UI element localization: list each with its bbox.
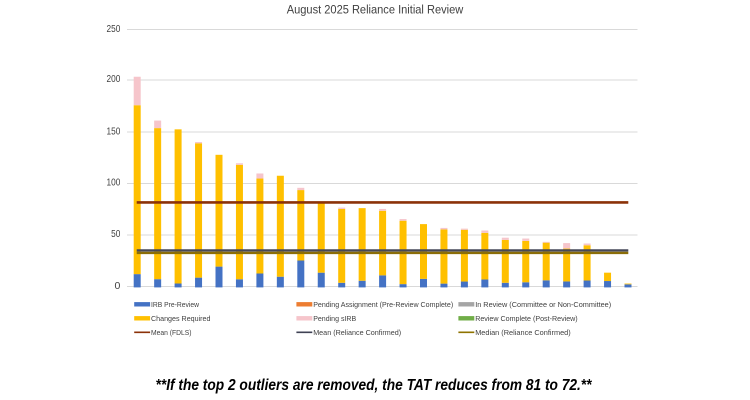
- svg-text:IRB Pre-Review: IRB Pre-Review: [151, 300, 200, 309]
- svg-text:100: 100: [107, 177, 121, 189]
- svg-text:50: 50: [111, 228, 120, 240]
- svg-text:Mean (Reliance Confirmed): Mean (Reliance Confirmed): [313, 328, 401, 337]
- svg-text:Median (Reliance Confirmed): Median (Reliance Confirmed): [475, 328, 571, 337]
- svg-text:Changes Required: Changes Required: [151, 314, 211, 323]
- svg-text:August 2025 Reliance Initial R: August 2025 Reliance Initial Review: [287, 3, 464, 17]
- svg-text:Pending Assignment (Pre-Review: Pending Assignment (Pre-Review Complete): [313, 300, 453, 309]
- svg-text:250: 250: [107, 23, 121, 35]
- svg-text:0: 0: [114, 280, 120, 292]
- svg-text:Mean (FDLS): Mean (FDLS): [151, 328, 192, 337]
- svg-text:Pending sIRB: Pending sIRB: [313, 314, 356, 323]
- svg-text:150: 150: [107, 125, 121, 137]
- svg-text:Review Complete (Post-Review): Review Complete (Post-Review): [475, 314, 578, 323]
- svg-text:200: 200: [107, 73, 121, 85]
- svg-text:**If the top 2 outliers are re: **If the top 2 outliers are removed, the…: [156, 377, 593, 394]
- svg-text:In Review (Committee or Non-Co: In Review (Committee or Non-Committee): [475, 300, 611, 309]
